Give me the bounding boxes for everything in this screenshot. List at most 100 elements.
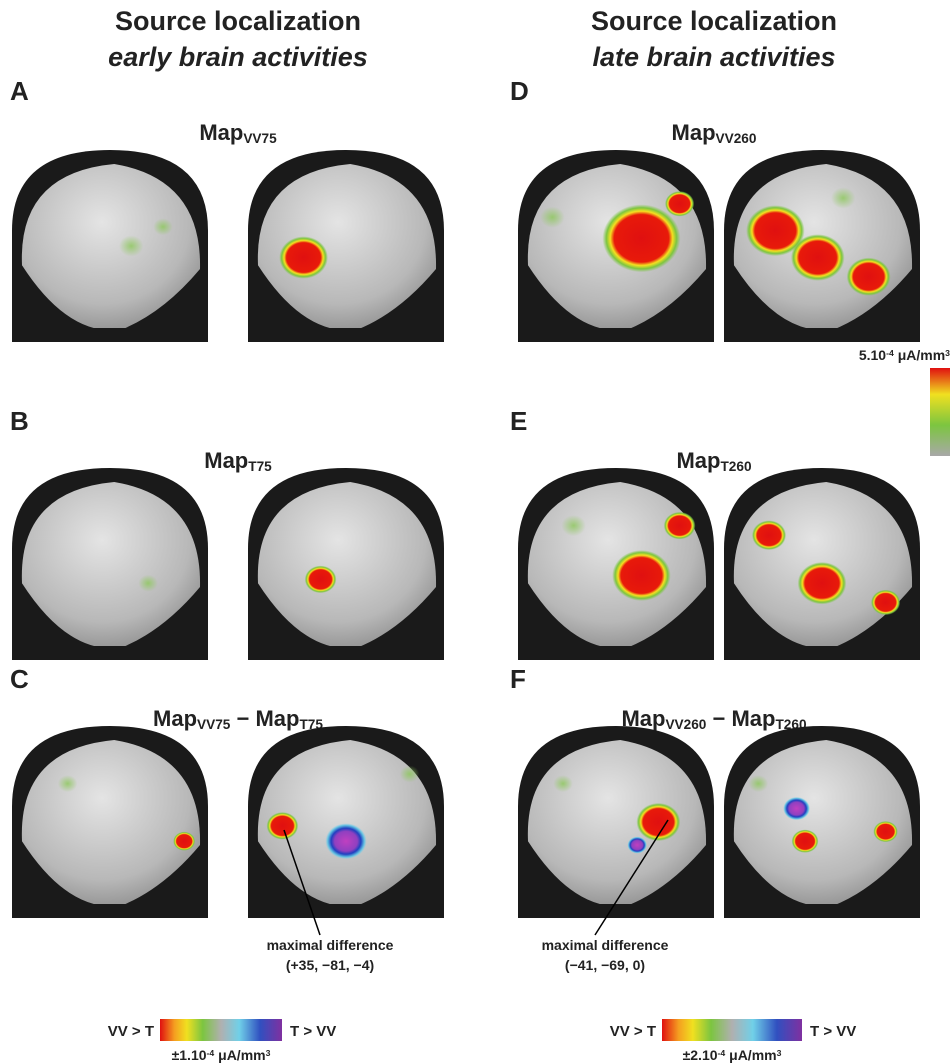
text-part: ±1.10: [172, 1047, 207, 1063]
brain-image: [248, 468, 444, 660]
neck-band: [518, 328, 714, 342]
text-part: Map: [153, 706, 197, 731]
neck-band: [518, 646, 714, 660]
panel-letter: E: [510, 406, 527, 436]
neck-band: [12, 328, 208, 342]
brain: [21, 164, 201, 331]
panel-title: MapT75: [204, 448, 272, 474]
brain-image: [724, 468, 920, 660]
activation-spot: [831, 187, 856, 209]
activation-spot: [636, 802, 681, 842]
superscript: -4: [886, 348, 894, 358]
activation-spot: [119, 235, 144, 257]
brain-image: [518, 726, 714, 918]
activation-spot: [751, 520, 787, 551]
text-part: μA/mm: [214, 1047, 265, 1063]
panel-letter: C: [10, 664, 29, 694]
activation-spot: [399, 765, 420, 783]
neck-band: [12, 904, 208, 918]
colorbar-label: 5.10-4 μA/mm3: [859, 347, 950, 363]
scale-right-label: T > VV: [810, 1023, 856, 1040]
panel-title: MapVV75 − MapT75: [153, 706, 323, 732]
neck-band: [248, 904, 444, 918]
brain-image: [12, 726, 208, 918]
superscript: -4: [718, 1048, 726, 1058]
annotation-label: maximal difference: [267, 937, 394, 953]
superscript: 3: [945, 348, 950, 358]
brain: [21, 482, 201, 649]
brain: [733, 740, 913, 907]
diff-colorbar: [662, 1019, 802, 1041]
text-part: μA/mm: [894, 347, 945, 363]
column-subtitle: late brain activities: [592, 42, 835, 72]
panel-title: MapT260: [676, 448, 751, 474]
panel-title: MapVV260 − MapT260: [621, 706, 806, 732]
neck-band: [248, 328, 444, 342]
scale-left-label: VV > T: [108, 1023, 154, 1040]
brain-image: [248, 726, 444, 918]
activation-spot: [783, 796, 810, 821]
annotation-coords: (+35, −81, −4): [286, 957, 374, 973]
neck-band: [248, 646, 444, 660]
activation-spot: [57, 775, 78, 793]
activation-spot: [561, 515, 586, 537]
text-part: Map: [204, 448, 248, 473]
activation-spot: [540, 206, 565, 228]
panel-letter: F: [510, 664, 526, 694]
panel-letter: A: [10, 76, 29, 106]
brain: [257, 164, 437, 331]
activation-spot: [846, 257, 891, 296]
annotation-coords: (−41, −69, 0): [565, 957, 645, 973]
activation-spot: [797, 562, 847, 605]
panel-letter: D: [510, 76, 529, 106]
panel-letter: B: [10, 406, 29, 436]
text-part: − Map: [230, 706, 299, 731]
scale-unit: ±2.10-4 μA/mm3: [683, 1047, 782, 1063]
diff-colorbar: [160, 1019, 282, 1041]
text-part: Map: [676, 448, 720, 473]
activation-spot: [663, 511, 696, 540]
activation-spot: [873, 821, 898, 843]
subscript: T75: [248, 459, 272, 474]
neck-band: [724, 328, 920, 342]
annotation-line: [594, 819, 669, 936]
scale-left-label: VV > T: [610, 1023, 656, 1040]
activation-spot: [173, 831, 196, 851]
activation-spot: [138, 574, 158, 592]
text-part: ±2.10: [683, 1047, 718, 1063]
subscript: T260: [720, 459, 751, 474]
activation-spot: [791, 829, 819, 853]
activation-spot: [304, 565, 337, 594]
activation-spot: [325, 823, 367, 860]
activation-spot: [664, 191, 695, 217]
activation-spot: [553, 775, 573, 793]
activation-spot: [279, 236, 328, 279]
subscript: VV260: [716, 131, 757, 146]
neck-band: [12, 646, 208, 660]
activation-spot: [790, 234, 845, 281]
brain-image: [248, 150, 444, 342]
annotation-line: [283, 829, 321, 936]
activation-spot: [748, 775, 769, 793]
text-part: Map: [199, 120, 243, 145]
subscript: VV75: [243, 131, 277, 146]
superscript: -4: [207, 1048, 215, 1058]
brain: [257, 482, 437, 649]
activation-spot: [602, 204, 681, 273]
text-part: 5.10: [859, 347, 886, 363]
neck-band: [518, 904, 714, 918]
text-part: μA/mm: [725, 1047, 776, 1063]
subscript: VV260: [665, 717, 706, 732]
brain-image: [12, 150, 208, 342]
brain-image: [724, 726, 920, 918]
colorbar: [930, 368, 950, 456]
brain-image: [724, 150, 920, 342]
annotation-label: maximal difference: [542, 937, 669, 953]
neck-band: [724, 904, 920, 918]
column-subtitle: early brain activities: [108, 42, 368, 72]
activation-spot: [746, 205, 805, 257]
superscript: 3: [266, 1048, 271, 1058]
superscript: 3: [777, 1048, 782, 1058]
